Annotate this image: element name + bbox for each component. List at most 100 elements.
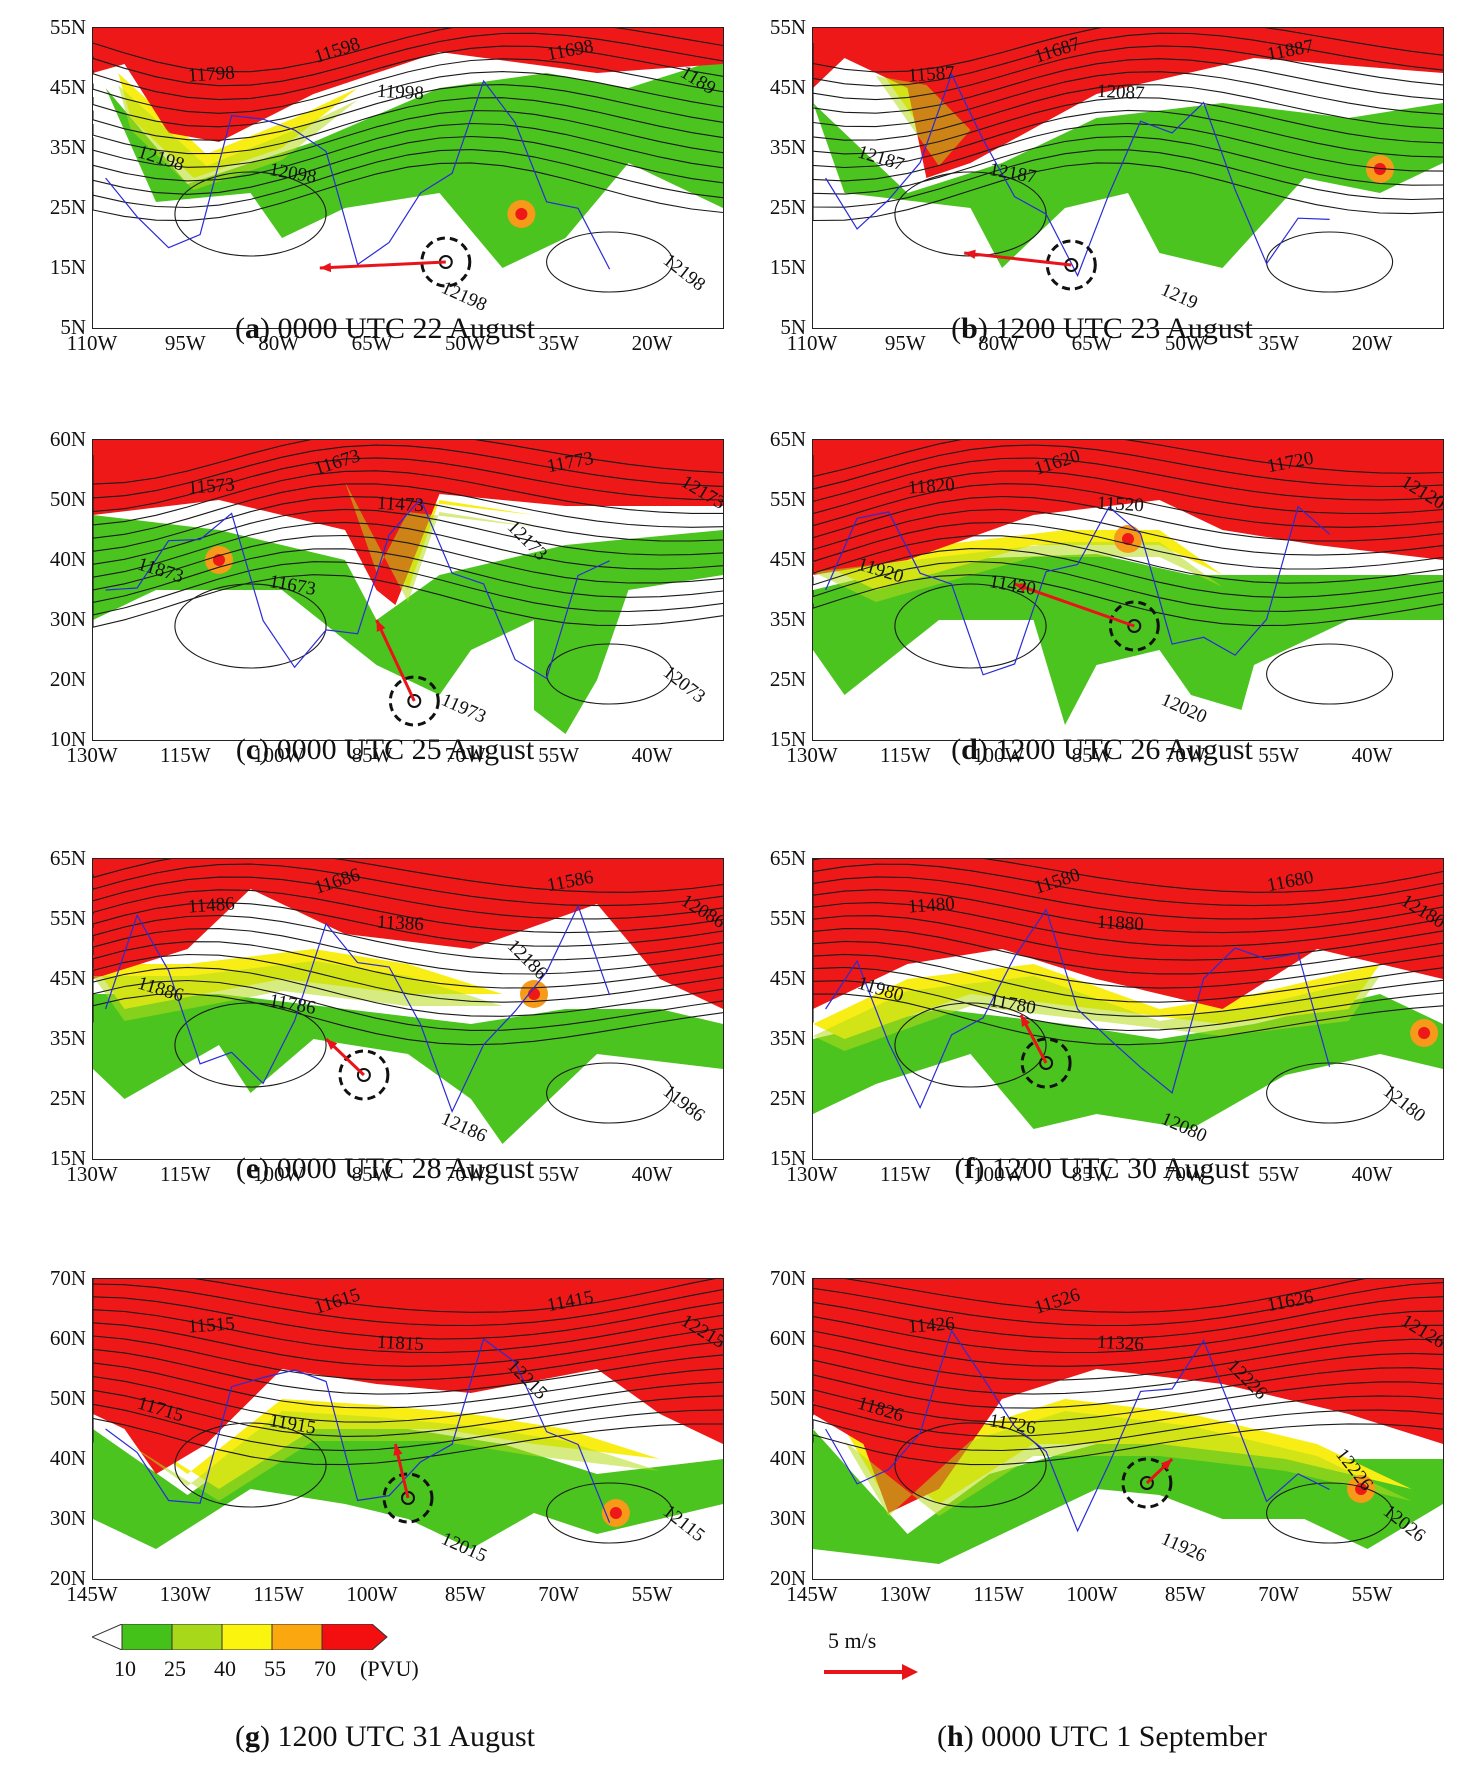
height-contour bbox=[93, 135, 723, 195]
panel-caption-text: 1200 UTC 26 August bbox=[987, 733, 1253, 766]
height-contour bbox=[813, 440, 1443, 478]
pv-green-region bbox=[105, 58, 723, 268]
latitude-label: 55N bbox=[49, 906, 86, 930]
height-contour-closed bbox=[546, 1482, 674, 1544]
height-contour bbox=[93, 496, 723, 552]
panel-caption-h: (h) 0000 UTC 1 September bbox=[937, 1720, 1267, 1753]
longitude-label: 85W bbox=[351, 1162, 393, 1186]
height-contour bbox=[93, 561, 723, 616]
latitude-label: 55N bbox=[49, 15, 86, 39]
pv-red-spot bbox=[1122, 533, 1134, 545]
panel-caption-f: (f) 1200 UTC 30 August bbox=[954, 1152, 1250, 1185]
pv-red-region bbox=[813, 1279, 1443, 1513]
height-contour-closed bbox=[174, 583, 327, 669]
height-contour bbox=[813, 560, 1443, 612]
longitude-label: 80W bbox=[258, 331, 300, 355]
longitude-label: 20W bbox=[1351, 331, 1393, 355]
height-contour bbox=[93, 97, 723, 155]
panel-caption-a: (a) 0000 UTC 22 August bbox=[234, 312, 536, 345]
cyclone-circle bbox=[1121, 1457, 1173, 1509]
pv-colorbar-legend: 10 25 40 55 70 (PVU) bbox=[92, 1624, 552, 1684]
longitude-label: 65W bbox=[1071, 331, 1113, 355]
motion-arrow bbox=[375, 619, 416, 702]
wind-reference-arrow bbox=[824, 1664, 918, 1680]
contour-label: 11820 bbox=[906, 474, 955, 499]
pv-field-h bbox=[813, 1279, 1443, 1564]
pv-field-a bbox=[93, 28, 723, 293]
height-contour bbox=[813, 444, 1443, 490]
longitude-label: 100W bbox=[252, 743, 305, 767]
height-contour bbox=[813, 940, 1443, 989]
height-contour bbox=[93, 508, 723, 565]
contour-label: 12087 bbox=[1096, 80, 1145, 105]
colorbar-white-tip bbox=[92, 1624, 123, 1650]
longitude-label: 70W bbox=[1164, 1162, 1206, 1186]
height-contour-closed bbox=[1266, 1062, 1394, 1124]
longitude-label: 130W bbox=[786, 1162, 838, 1186]
height-contour bbox=[93, 1296, 723, 1340]
coastline bbox=[825, 72, 1330, 278]
cyclone-circle bbox=[382, 1472, 434, 1524]
panel-caption-c: (c) 0000 UTC 25 August bbox=[235, 733, 535, 766]
height-contour bbox=[93, 1375, 723, 1423]
pv-green-region bbox=[93, 515, 723, 734]
height-contour bbox=[93, 859, 723, 893]
latitude-label: 55N bbox=[769, 15, 806, 39]
longitude-label: 70W bbox=[444, 1162, 486, 1186]
height-contour bbox=[93, 993, 723, 1046]
height-contour bbox=[813, 1279, 1366, 1313]
longitude-label: 55W bbox=[1258, 743, 1300, 767]
panel-caption-d: (d) 1200 UTC 26 August bbox=[951, 733, 1253, 766]
map-a: 11598 11698 11798 11998 12098 12198 12198 1189 1… bbox=[92, 27, 724, 329]
height-contour bbox=[93, 28, 723, 73]
latitude-label: 50N bbox=[769, 1386, 806, 1410]
longitude-label: 65W bbox=[351, 331, 393, 355]
longitude-label: 100W bbox=[346, 1582, 398, 1606]
panel-caption-text: 1200 UTC 30 August bbox=[984, 1152, 1250, 1185]
pv-red-spot bbox=[515, 208, 528, 220]
longitude-label: 55W bbox=[1258, 1162, 1300, 1186]
height-contour bbox=[93, 941, 723, 989]
height-contour bbox=[93, 483, 723, 539]
latitude-label: 65N bbox=[769, 427, 806, 451]
latitude-label: 40N bbox=[49, 1446, 86, 1470]
latitude-label: 35N bbox=[49, 135, 86, 159]
map-e: 11686 11586 11486 11386 11786 11886 12186 12086… bbox=[92, 858, 724, 1160]
height-contour bbox=[813, 84, 1443, 141]
height-contour bbox=[93, 953, 723, 1003]
height-contour bbox=[93, 1362, 723, 1409]
latitude-label: 5N bbox=[780, 315, 806, 339]
height-contour bbox=[93, 521, 723, 578]
longitude-label: 130W bbox=[66, 1162, 118, 1186]
pv-yellow-region bbox=[124, 1399, 660, 1489]
latitude-label: 25N bbox=[49, 1086, 86, 1110]
panel-letter: c bbox=[245, 733, 260, 766]
height-contour-closed bbox=[174, 171, 327, 257]
pv-red-spot bbox=[1418, 1027, 1431, 1039]
pv-lime-region bbox=[118, 76, 408, 190]
contour-label: 11880 bbox=[1096, 911, 1144, 936]
panel-letter: a bbox=[244, 312, 260, 345]
map-c: 11673 11773 11573 11473 11673 11873 11973 12173… bbox=[92, 439, 724, 741]
cyclone-circle bbox=[388, 675, 440, 727]
panel-caption-text: 0000 UTC 25 August bbox=[269, 733, 535, 766]
longitude-label: 20W bbox=[631, 331, 673, 355]
height-contour bbox=[813, 574, 1443, 627]
longitude-label: 40W bbox=[631, 743, 673, 767]
height-contour bbox=[93, 1417, 723, 1466]
colorbar-tick-70: 70 bbox=[314, 1656, 336, 1681]
panel-caption-g: (g) 1200 UTC 31 August bbox=[234, 1720, 536, 1753]
colorbar-green bbox=[121, 1624, 173, 1650]
height-contour bbox=[93, 966, 723, 1017]
pv-red-region bbox=[813, 859, 1443, 1009]
cyclone-symbol-icon bbox=[407, 694, 422, 708]
latitude-label: 60N bbox=[49, 1326, 86, 1350]
cyclone-symbol-icon bbox=[1127, 619, 1142, 633]
height-contour bbox=[813, 1324, 1443, 1367]
latitude-label: 50N bbox=[49, 487, 86, 511]
latitude-label: 60N bbox=[769, 1326, 806, 1350]
pv-lime-region bbox=[844, 1411, 1412, 1516]
height-contour bbox=[93, 928, 723, 975]
coastline bbox=[105, 1338, 611, 1523]
latitude-label: 40N bbox=[49, 547, 86, 571]
